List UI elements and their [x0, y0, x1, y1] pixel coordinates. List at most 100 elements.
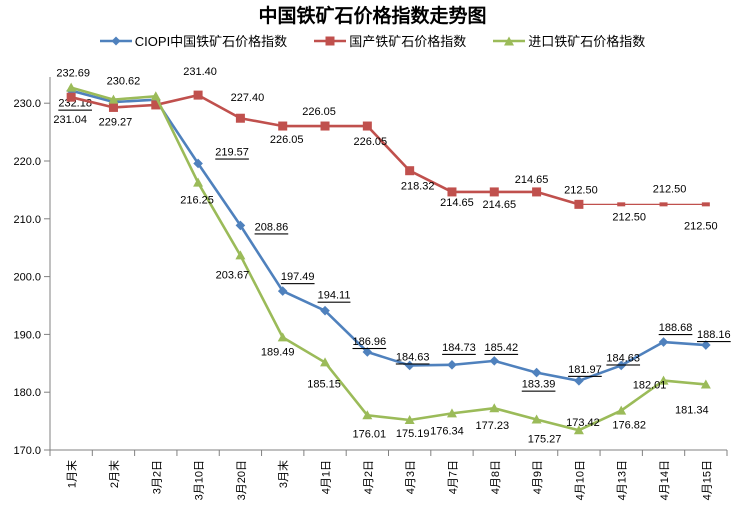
data-label: 214.65	[440, 197, 474, 209]
series-2: 232.69 230.62 216.25 203.67 189.49 185.15 176.…	[56, 68, 711, 446]
data-label: 214.65	[515, 174, 549, 186]
series-line	[70, 89, 706, 383]
data-point	[320, 357, 331, 367]
data-label: 184.73	[442, 342, 476, 354]
data-point	[446, 408, 457, 418]
data-label: 182.01	[633, 380, 667, 392]
data-labels: 231.04 229.27 231.40 227.40 226.05 226.05 226.…	[53, 66, 717, 232]
x-axis-label: 4月9日	[532, 460, 544, 494]
data-point	[235, 113, 245, 123]
y-axis-label: 170.0	[13, 445, 41, 457]
data-label: 181.97	[568, 364, 602, 376]
data-point	[658, 375, 669, 385]
y-axis-label: 180.0	[13, 387, 41, 399]
data-point	[489, 403, 500, 413]
data-point	[531, 367, 542, 378]
data-point	[362, 347, 373, 357]
data-label: 197.49	[281, 271, 315, 283]
data-label: 185.42	[484, 342, 518, 354]
data-point	[489, 187, 499, 197]
data-label: 186.96	[353, 336, 387, 348]
data-label: 176.82	[612, 420, 646, 432]
data-label: 177.23	[475, 420, 509, 432]
series-0: 232.18219.57208.86197.49194.11186.96184.…	[58, 85, 731, 391]
data-label: 184.63	[396, 351, 430, 363]
data-point	[573, 425, 584, 435]
data-labels: 232.69 230.62 216.25 203.67 189.49 185.15 176.…	[56, 68, 708, 446]
data-point	[235, 250, 246, 260]
data-point	[193, 90, 203, 100]
x-axis-label: 4月2日	[363, 460, 375, 494]
x-axis-label: 2月末	[107, 460, 121, 488]
data-point	[108, 94, 119, 104]
legend-label: 进口铁矿石价格指数	[528, 34, 646, 49]
legend-item-1: 国产铁矿石价格指数	[314, 31, 466, 50]
data-labels: 232.18219.57208.86197.49194.11186.96184.…	[58, 98, 730, 391]
data-label: 226.05	[302, 106, 336, 118]
data-label: 188.16	[697, 329, 731, 341]
data-point	[447, 360, 457, 370]
data-label: 185.15	[307, 378, 341, 390]
x-axis-label: 3月末	[276, 460, 290, 488]
x-axis-label: 4月14日	[659, 460, 671, 500]
data-label: 203.67	[216, 269, 250, 281]
data-label: 232.69	[56, 68, 90, 80]
data-point	[447, 187, 457, 197]
data-label: 218.32	[401, 181, 435, 193]
data-point	[277, 286, 288, 296]
data-point	[574, 376, 584, 386]
axes: 230.0 220.0 210.0 200.0 190.0 180.0 170.0 1月末 2月…	[13, 77, 728, 500]
x-axis-label: 4月1日	[321, 460, 333, 494]
data-point	[193, 177, 204, 187]
x-axis-label: 4月7日	[447, 460, 459, 494]
data-point	[278, 121, 288, 131]
data-point	[66, 92, 76, 102]
data-point	[574, 199, 584, 209]
data-label: 184.63	[606, 352, 640, 364]
data-label: 212.50	[653, 183, 687, 195]
legend-label: 国产铁矿石价格指数	[349, 34, 467, 49]
data-label: 212.50	[684, 220, 718, 232]
series-line	[70, 86, 706, 432]
data-point	[658, 337, 669, 347]
legend-diamond-icon	[99, 36, 132, 45]
legend-item-2: 进口铁矿石价格指数	[493, 31, 645, 50]
legend-item-0: CIOPI中国铁矿石价格指数	[99, 31, 287, 50]
data-point	[616, 360, 627, 371]
data-label: 231.04	[53, 114, 87, 126]
x-axis-label: 4月8日	[490, 460, 502, 494]
data-point	[362, 121, 372, 131]
data-point	[362, 410, 373, 420]
legend-square-icon	[314, 36, 347, 45]
y-axis-label: 210.0	[13, 214, 41, 226]
data-point	[320, 121, 330, 131]
data-point	[617, 202, 626, 207]
data-point	[700, 379, 711, 389]
data-label: 176.01	[353, 428, 387, 440]
x-axis-label: 3月2日	[151, 460, 163, 494]
x-axis-label: 3月20日	[236, 460, 248, 500]
data-label: 175.27	[528, 434, 562, 446]
data-point	[193, 158, 203, 169]
data-label: 212.50	[564, 184, 598, 196]
data-label: 230.62	[107, 76, 141, 88]
series-1: 231.04 229.27 231.40 227.40 226.05 226.05 226.…	[53, 66, 717, 232]
data-point	[616, 405, 627, 415]
data-point	[108, 102, 118, 112]
data-point	[151, 100, 161, 110]
x-axis-label: 4月13日	[617, 460, 629, 500]
data-point	[150, 91, 161, 101]
data-label: 227.40	[231, 92, 265, 104]
data-point	[701, 340, 711, 350]
data-label: 229.27	[99, 116, 133, 128]
y-axis-label: 220.0	[13, 156, 41, 168]
data-label: 231.40	[183, 66, 217, 78]
y-axis-label: 200.0	[13, 272, 41, 284]
data-label: 189.49	[261, 346, 295, 358]
data-label: 173.42	[566, 417, 600, 429]
x-axis-label: 3月10日	[194, 460, 206, 500]
y-axis-label: 230.0	[13, 98, 41, 110]
data-point	[66, 82, 77, 92]
